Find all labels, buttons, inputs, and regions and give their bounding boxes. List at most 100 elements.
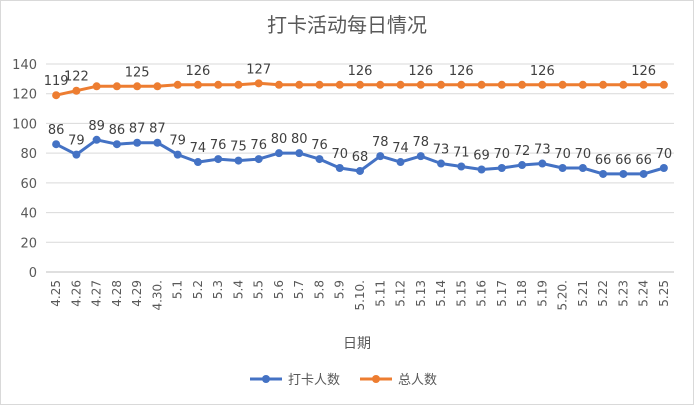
x-tick-label: 5.9 xyxy=(333,280,347,299)
y-tick-label: 40 xyxy=(20,207,37,222)
data-point[interactable] xyxy=(457,162,466,171)
data-point[interactable] xyxy=(153,82,162,91)
data-point[interactable] xyxy=(659,164,668,172)
x-tick-label: 4.28 xyxy=(110,280,124,307)
x-tick-label: 5.24 xyxy=(637,280,651,307)
data-point[interactable] xyxy=(295,80,304,89)
data-point[interactable] xyxy=(356,80,364,89)
data-point[interactable] xyxy=(214,80,223,89)
data-point[interactable] xyxy=(173,80,182,89)
data-label: 80 xyxy=(291,132,308,147)
data-point[interactable] xyxy=(274,80,283,89)
data-label: 80 xyxy=(271,132,288,147)
legend-marker xyxy=(372,375,380,383)
data-point[interactable] xyxy=(376,80,385,89)
data-point[interactable] xyxy=(356,166,364,175)
data-point[interactable] xyxy=(477,80,486,89)
data-label: 73 xyxy=(534,143,551,158)
data-point[interactable] xyxy=(193,158,202,167)
data-point[interactable] xyxy=(416,152,425,161)
data-point[interactable] xyxy=(92,135,101,144)
x-tick-label: 5.8 xyxy=(312,280,326,299)
data-point[interactable] xyxy=(112,140,121,149)
data-label: 86 xyxy=(109,123,126,138)
data-point[interactable] xyxy=(133,82,142,91)
data-point[interactable] xyxy=(133,138,142,147)
data-point[interactable] xyxy=(497,80,506,89)
data-point[interactable] xyxy=(599,169,608,178)
data-point[interactable] xyxy=(234,156,243,165)
data-point[interactable] xyxy=(52,91,61,100)
data-point[interactable] xyxy=(538,159,547,168)
data-point[interactable] xyxy=(396,80,405,89)
data-label: 70 xyxy=(656,147,673,162)
data-point[interactable] xyxy=(254,79,263,88)
data-point[interactable] xyxy=(578,164,587,172)
data-point[interactable] xyxy=(518,161,527,170)
data-point[interactable] xyxy=(112,82,121,91)
data-label: 126 xyxy=(449,64,474,79)
data-label: 125 xyxy=(125,65,150,80)
x-tick-label: 5.7 xyxy=(292,280,306,299)
y-tick-label: 100 xyxy=(12,117,37,132)
data-point[interactable] xyxy=(193,80,202,89)
data-point[interactable] xyxy=(619,80,628,89)
x-tick-label: 5.12 xyxy=(394,280,408,307)
data-point[interactable] xyxy=(578,80,587,89)
data-label: 66 xyxy=(595,153,612,168)
data-point[interactable] xyxy=(335,164,344,172)
data-point[interactable] xyxy=(214,155,223,164)
data-point[interactable] xyxy=(457,80,466,89)
data-point[interactable] xyxy=(659,80,668,89)
chart-title: 打卡活动每日情况 xyxy=(267,13,427,37)
data-point[interactable] xyxy=(437,159,446,168)
data-point[interactable] xyxy=(173,150,182,159)
data-point[interactable] xyxy=(274,149,283,158)
legend[interactable]: 打卡人数 总人数 xyxy=(250,373,437,388)
data-point[interactable] xyxy=(153,138,162,147)
y-tick-label: 120 xyxy=(12,88,37,103)
data-label: 70 xyxy=(494,147,511,162)
data-point[interactable] xyxy=(254,155,263,164)
data-point[interactable] xyxy=(558,80,567,89)
data-point[interactable] xyxy=(639,169,648,178)
x-tick-label: 4.26 xyxy=(69,280,83,307)
data-point[interactable] xyxy=(52,140,61,149)
data-point[interactable] xyxy=(315,155,324,164)
data-point[interactable] xyxy=(92,82,101,91)
legend-item-0[interactable]: 打卡人数 xyxy=(250,373,340,388)
data-point[interactable] xyxy=(234,80,243,89)
legend-item-1[interactable]: 总人数 xyxy=(360,373,437,388)
y-tick-label: 60 xyxy=(20,177,37,192)
data-label: 74 xyxy=(190,141,207,156)
data-point[interactable] xyxy=(599,80,608,89)
data-point[interactable] xyxy=(376,152,385,161)
x-tick-label: 5.16 xyxy=(475,280,489,307)
data-point[interactable] xyxy=(477,165,486,174)
data-point[interactable] xyxy=(72,86,81,95)
data-point[interactable] xyxy=(518,80,527,89)
data-point[interactable] xyxy=(639,80,648,89)
x-tick-label: 5.1 xyxy=(171,280,185,299)
data-label: 71 xyxy=(453,146,470,161)
data-point[interactable] xyxy=(72,150,81,159)
x-tick-label: 5.11 xyxy=(373,280,387,307)
data-label: 69 xyxy=(473,148,490,163)
data-point[interactable] xyxy=(558,164,567,172)
data-point[interactable] xyxy=(295,149,304,158)
data-label: 87 xyxy=(149,122,166,137)
data-point[interactable] xyxy=(396,158,405,167)
data-point[interactable] xyxy=(315,80,324,89)
data-label: 126 xyxy=(186,64,211,79)
data-point[interactable] xyxy=(416,80,425,89)
legend-marker xyxy=(262,375,270,383)
data-point[interactable] xyxy=(437,80,446,89)
data-label: 87 xyxy=(129,122,146,137)
data-point[interactable] xyxy=(497,164,506,172)
data-point[interactable] xyxy=(335,80,344,89)
x-tick-label: 4.30. xyxy=(150,280,164,311)
data-point[interactable] xyxy=(538,80,547,89)
x-tick-label: 5.4 xyxy=(231,280,245,299)
data-point[interactable] xyxy=(619,169,628,178)
